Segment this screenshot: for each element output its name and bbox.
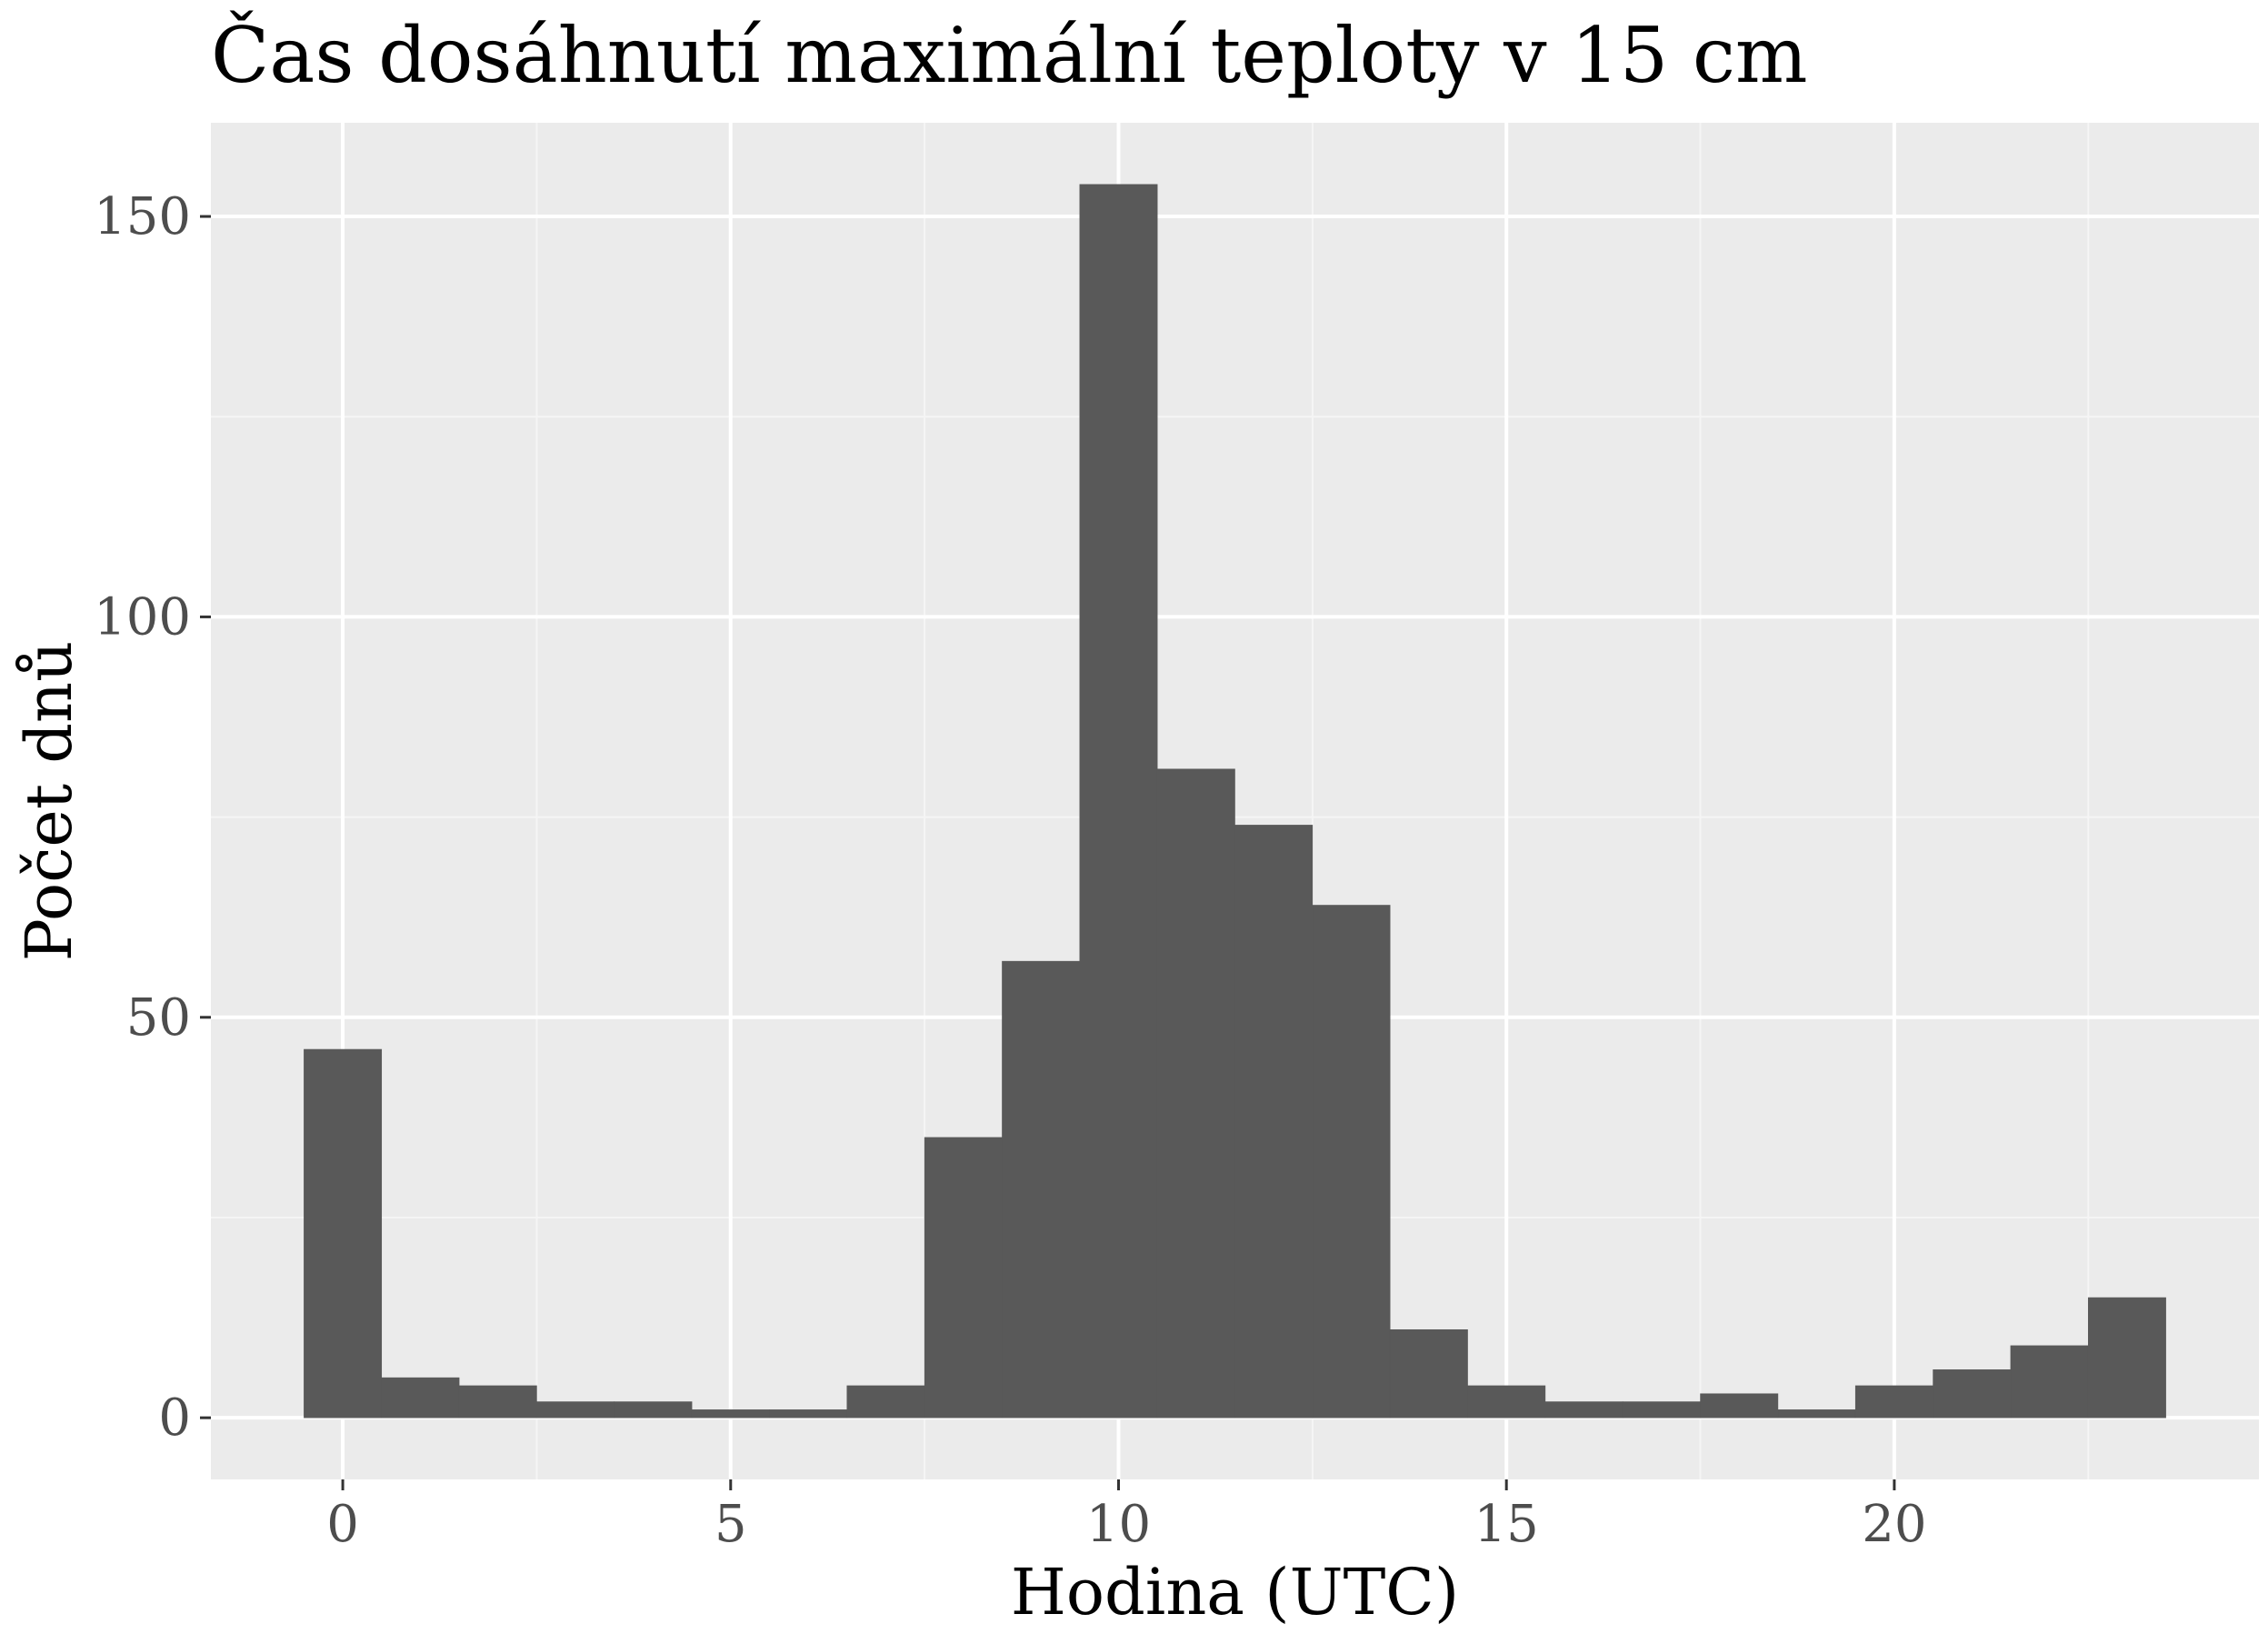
histogram-bar bbox=[691, 1409, 770, 1418]
y-axis-title: Počet dnů bbox=[12, 641, 86, 961]
histogram-bar bbox=[2010, 1345, 2089, 1418]
histogram-bar bbox=[1156, 768, 1235, 1418]
chart-title: Čas dosáhnutí maximální teploty v 15 cm bbox=[211, 10, 1808, 100]
histogram-bar bbox=[1854, 1385, 1933, 1418]
histogram-bar bbox=[1700, 1393, 1779, 1418]
histogram-bar bbox=[536, 1401, 615, 1418]
x-tick-label: 15 bbox=[1474, 1495, 1539, 1554]
histogram-bar bbox=[1079, 184, 1158, 1418]
histogram-bar bbox=[1777, 1409, 1856, 1418]
histogram-bar bbox=[1467, 1385, 1546, 1418]
histogram-bar bbox=[381, 1377, 460, 1418]
y-tick-label: 100 bbox=[94, 587, 191, 647]
histogram-bar bbox=[846, 1385, 925, 1418]
histogram-bar bbox=[1002, 960, 1081, 1418]
histogram-bar bbox=[1622, 1401, 1701, 1418]
histogram-bar bbox=[769, 1409, 848, 1418]
histogram-bar bbox=[458, 1385, 537, 1418]
y-axis-ticks: 0 50 100 150 bbox=[94, 187, 211, 1448]
histogram-bars bbox=[304, 184, 2166, 1418]
y-tick-label: 50 bbox=[126, 988, 191, 1048]
y-tick-label: 150 bbox=[94, 187, 191, 246]
histogram-bar bbox=[1544, 1401, 1624, 1418]
x-tick-label: 10 bbox=[1086, 1495, 1151, 1554]
histogram-bar bbox=[924, 1137, 1003, 1418]
histogram-bar bbox=[1389, 1328, 1468, 1418]
x-axis-ticks: 0 5 10 15 20 bbox=[326, 1479, 1927, 1554]
histogram-bar bbox=[1234, 825, 1314, 1418]
x-tick-label: 5 bbox=[714, 1495, 747, 1554]
y-tick-label: 0 bbox=[158, 1388, 191, 1448]
histogram-bar bbox=[304, 1048, 383, 1418]
histogram-bar bbox=[2087, 1297, 2166, 1418]
x-tick-label: 20 bbox=[1862, 1495, 1926, 1554]
histogram-bar bbox=[1312, 905, 1391, 1418]
histogram-bar bbox=[614, 1401, 693, 1418]
x-tick-label: 0 bbox=[326, 1495, 359, 1554]
histogram-bar bbox=[1933, 1369, 2012, 1418]
x-axis-title: Hodina (UTC) bbox=[1011, 1555, 1459, 1629]
